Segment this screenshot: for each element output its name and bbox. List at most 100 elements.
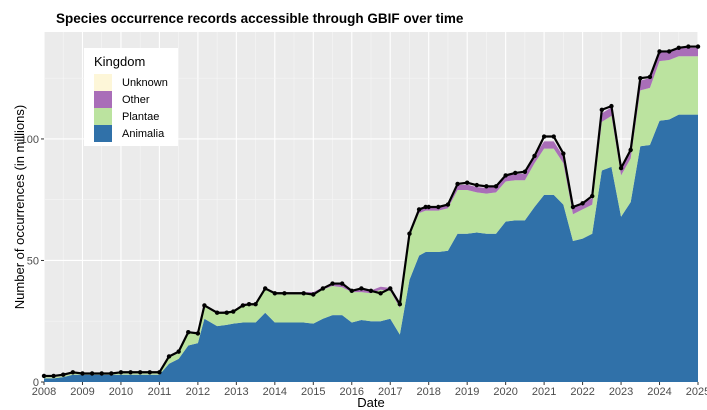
total-point: [272, 291, 278, 296]
total-point: [426, 204, 431, 210]
y-axis-label: Number of occurrences (in millions): [12, 105, 27, 309]
total-point: [282, 291, 287, 296]
total-point: [580, 201, 585, 206]
x-tick-label: 2023: [609, 386, 633, 398]
total-point: [628, 147, 633, 153]
total-point: [311, 292, 316, 297]
x-tick-label: 2011: [148, 386, 172, 398]
total-point: [455, 181, 460, 187]
total-point: [128, 370, 133, 375]
x-tick-label: 2012: [186, 386, 210, 398]
legend-key-animalia: [94, 125, 112, 142]
total-point: [137, 370, 143, 375]
total-point: [202, 303, 207, 308]
total-point: [484, 184, 489, 189]
total-point: [397, 302, 403, 307]
total-point: [676, 45, 681, 50]
total-point: [61, 372, 66, 377]
total-point: [41, 373, 47, 379]
total-line: [44, 45, 698, 378]
x-tick-label: 2017: [378, 386, 402, 398]
total-point: [436, 204, 441, 210]
legend-label-plantae: Plantae: [122, 111, 159, 123]
total-point: [339, 281, 345, 286]
total-point: [445, 202, 451, 207]
total-point: [503, 173, 508, 178]
legend-key-unknown: [94, 74, 112, 91]
total-point: [330, 281, 335, 286]
y-axis: 0 50 100: [21, 134, 44, 389]
total-point: [214, 310, 220, 315]
total-point: [176, 349, 181, 354]
x-tick-label: 2016: [340, 386, 364, 398]
area-animalia: [44, 114, 698, 382]
total-point: [70, 370, 76, 375]
total-point: [551, 134, 556, 139]
total-point: [638, 75, 643, 81]
y-tick-label: 100: [21, 134, 39, 146]
x-axis: 2008 2009 2010 2011 2012 2013 2014 2015 2016 2017…: [32, 382, 707, 398]
total-point: [590, 193, 595, 199]
total-point: [240, 303, 246, 308]
legend-key-plantae: [94, 108, 112, 125]
total-point: [609, 103, 614, 109]
x-tick-label: 2019: [455, 386, 479, 398]
total-point: [647, 74, 653, 80]
legend-label-other: Other: [122, 94, 150, 106]
total-point: [301, 291, 306, 296]
legend: Kingdom Unknown Other Plantae Animalia: [84, 48, 178, 146]
total-point: [666, 49, 672, 54]
chart-title: Species occurrence records accessible th…: [56, 11, 464, 26]
total-point: [657, 49, 662, 54]
x-tick-label: 2014: [263, 386, 287, 398]
total-point: [224, 310, 229, 315]
total-point: [320, 286, 326, 291]
total-point: [695, 44, 701, 49]
total-point: [51, 373, 56, 379]
total-point: [522, 169, 528, 174]
y-tick-label: 50: [27, 255, 39, 267]
x-tick-label: 2008: [32, 386, 56, 398]
total-point: [388, 286, 393, 291]
area-plantae: [44, 56, 698, 379]
x-tick-label: 2025: [686, 386, 707, 398]
legend-label-animalia: Animalia: [122, 128, 165, 140]
legend-key-other: [94, 91, 112, 108]
total-point: [378, 291, 383, 296]
total-point: [263, 286, 268, 291]
total-series: [41, 44, 701, 379]
total-point: [109, 371, 114, 376]
total-point: [89, 371, 95, 376]
total-point: [493, 184, 499, 189]
x-tick-label: 2021: [532, 386, 556, 398]
x-tick-label: 2010: [109, 386, 133, 398]
total-point: [186, 329, 191, 335]
total-point: [532, 153, 537, 159]
total-point: [686, 44, 691, 49]
total-point: [253, 302, 258, 307]
x-tick-label: 2022: [570, 386, 594, 398]
total-point: [599, 107, 605, 112]
total-point: [349, 288, 354, 294]
legend-label-unknown: Unknown: [122, 77, 168, 89]
total-point: [118, 370, 124, 375]
x-tick-label: 2009: [70, 386, 94, 398]
total-point: [423, 204, 428, 210]
total-point: [147, 370, 152, 375]
total-point: [99, 371, 104, 376]
total-point: [231, 309, 236, 314]
x-tick-label: 2015: [301, 386, 325, 398]
total-point: [246, 302, 252, 307]
total-point: [195, 331, 201, 336]
legend-title: Kingdom: [94, 54, 145, 69]
x-tick-label: 2018: [416, 386, 440, 398]
x-tick-label: 2024: [647, 386, 671, 398]
total-point: [541, 134, 547, 139]
total-point: [166, 354, 172, 359]
total-point: [618, 165, 624, 171]
y-tick-label: 0: [33, 377, 39, 389]
x-tick-label: 2013: [224, 386, 248, 398]
total-point: [416, 207, 422, 212]
total-point: [474, 182, 479, 188]
x-axis-label: Date: [357, 395, 384, 410]
